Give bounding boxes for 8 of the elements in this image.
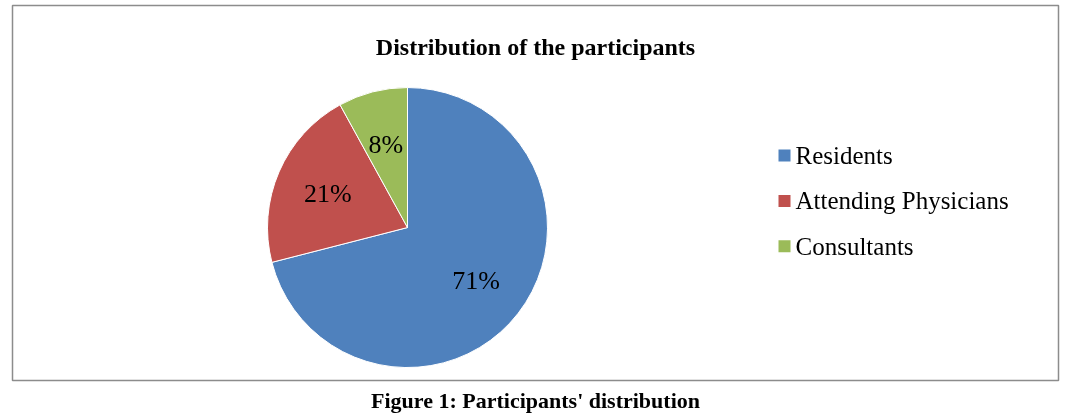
chart-title: Distribution of the participants [375, 33, 696, 60]
data-label: 21% [304, 179, 352, 209]
caption: Figure 1: Participants' distribution [371, 387, 700, 413]
data-label: 8% [368, 130, 404, 160]
legend-label: Consultants [795, 232, 914, 260]
legend-label: Attending Physicians [795, 187, 1009, 215]
data-label: 71% [452, 265, 500, 295]
legend-label: Residents [795, 142, 893, 169]
